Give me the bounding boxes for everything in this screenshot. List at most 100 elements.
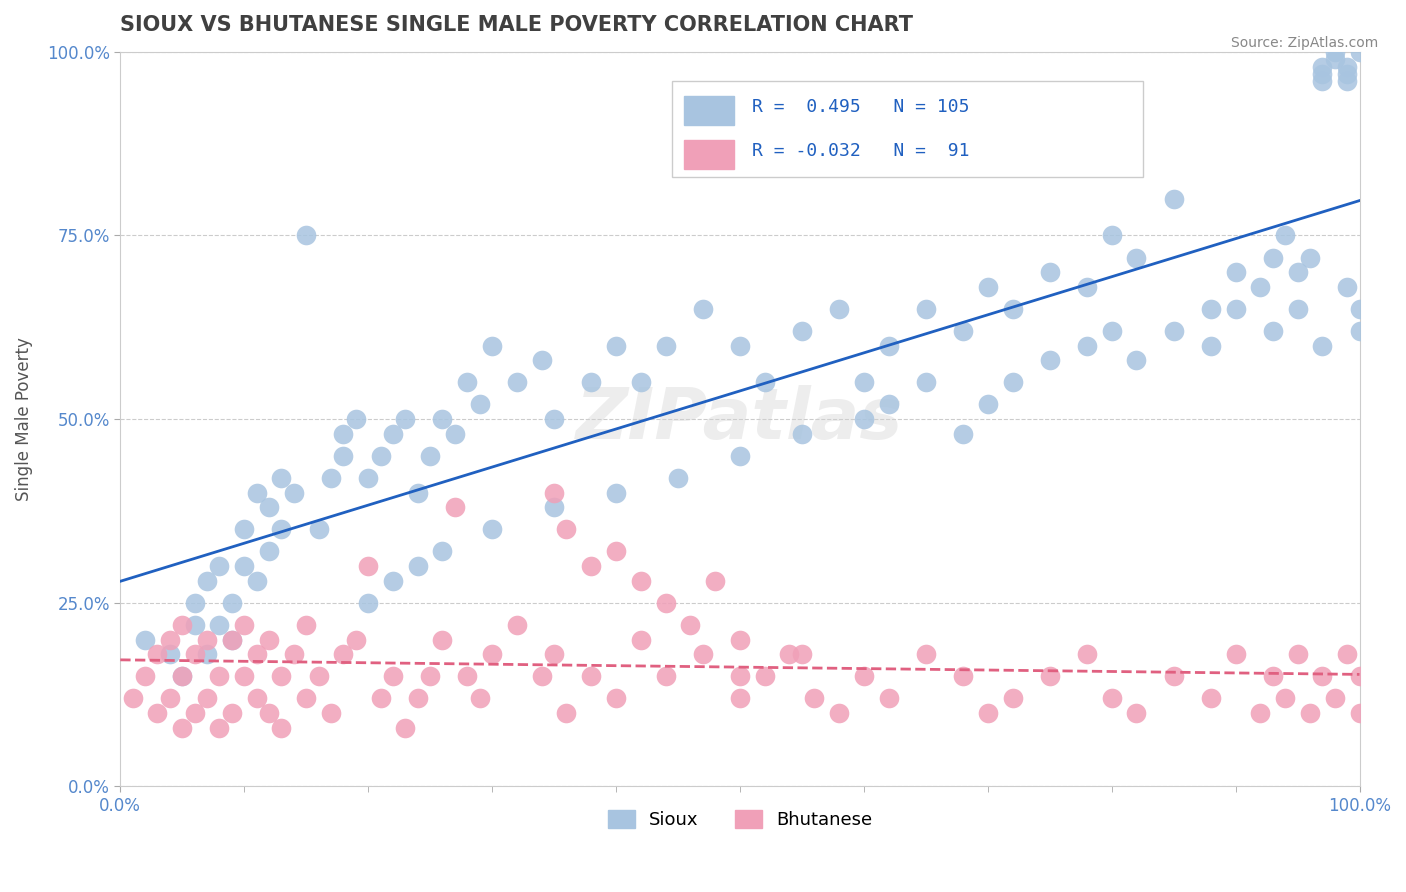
Point [1001, 691, 1024, 706]
Point [1225, 647, 1247, 661]
Point [233, 522, 256, 536]
Point [1076, 339, 1098, 353]
Point [605, 691, 627, 706]
Point [456, 669, 478, 683]
Point [605, 339, 627, 353]
Point [208, 618, 231, 632]
Point [952, 426, 974, 441]
Point [381, 574, 404, 588]
Point [481, 339, 503, 353]
Point [246, 691, 269, 706]
Point [1249, 280, 1271, 294]
Point [1199, 301, 1222, 316]
Point [579, 559, 602, 574]
Point [1348, 706, 1371, 720]
Point [1039, 265, 1062, 279]
Point [468, 691, 491, 706]
Point [332, 426, 354, 441]
Point [630, 632, 652, 647]
Point [381, 426, 404, 441]
Point [666, 471, 689, 485]
Point [257, 632, 280, 647]
Point [183, 618, 205, 632]
Point [419, 669, 441, 683]
Point [233, 669, 256, 683]
Point [146, 706, 169, 720]
Point [419, 449, 441, 463]
Point [977, 397, 1000, 411]
Point [1101, 691, 1123, 706]
Point [370, 691, 392, 706]
Point [977, 280, 1000, 294]
Point [221, 632, 243, 647]
Point [1001, 376, 1024, 390]
Point [1261, 251, 1284, 265]
Point [754, 376, 776, 390]
Point [444, 500, 467, 515]
Point [1323, 45, 1346, 59]
Point [1336, 280, 1358, 294]
Point [1076, 647, 1098, 661]
Point [468, 397, 491, 411]
Point [183, 647, 205, 661]
Point [381, 669, 404, 683]
Point [1310, 74, 1333, 88]
Text: ZIPatlas: ZIPatlas [576, 384, 904, 454]
Point [1336, 74, 1358, 88]
Point [543, 412, 565, 426]
Point [728, 449, 751, 463]
Point [1163, 192, 1185, 206]
Point [1101, 228, 1123, 243]
Point [1101, 324, 1123, 338]
Point [1225, 265, 1247, 279]
Point [172, 618, 194, 632]
Point [172, 669, 194, 683]
Point [1348, 301, 1371, 316]
Point [654, 669, 676, 683]
Point [728, 669, 751, 683]
Point [530, 353, 553, 368]
Point [159, 691, 181, 706]
Point [283, 485, 305, 500]
Point [208, 669, 231, 683]
Point [208, 559, 231, 574]
Point [344, 632, 367, 647]
Point [195, 632, 218, 647]
Point [246, 574, 269, 588]
Point [1274, 691, 1296, 706]
Point [1225, 301, 1247, 316]
Point [754, 669, 776, 683]
Point [630, 376, 652, 390]
Point [319, 706, 342, 720]
Point [481, 522, 503, 536]
Point [246, 647, 269, 661]
Point [270, 721, 292, 735]
Point [172, 721, 194, 735]
Text: Source: ZipAtlas.com: Source: ZipAtlas.com [1230, 36, 1378, 50]
Point [543, 647, 565, 661]
Point [332, 449, 354, 463]
Point [877, 339, 900, 353]
Y-axis label: Single Male Poverty: Single Male Poverty [15, 337, 32, 501]
Text: SIOUX VS BHUTANESE SINGLE MALE POVERTY CORRELATION CHART: SIOUX VS BHUTANESE SINGLE MALE POVERTY C… [121, 15, 914, 35]
Point [1336, 647, 1358, 661]
Point [1286, 301, 1309, 316]
Point [1039, 669, 1062, 683]
Point [1199, 691, 1222, 706]
Point [1336, 60, 1358, 74]
Point [543, 485, 565, 500]
Point [1310, 669, 1333, 683]
Bar [685, 140, 734, 169]
Point [1125, 251, 1147, 265]
Point [1163, 669, 1185, 683]
Point [1310, 339, 1333, 353]
Point [1163, 324, 1185, 338]
Point [172, 669, 194, 683]
Point [555, 522, 578, 536]
Point [952, 669, 974, 683]
Point [728, 691, 751, 706]
Point [221, 596, 243, 610]
Point [1310, 67, 1333, 81]
Point [357, 471, 380, 485]
Point [1001, 301, 1024, 316]
